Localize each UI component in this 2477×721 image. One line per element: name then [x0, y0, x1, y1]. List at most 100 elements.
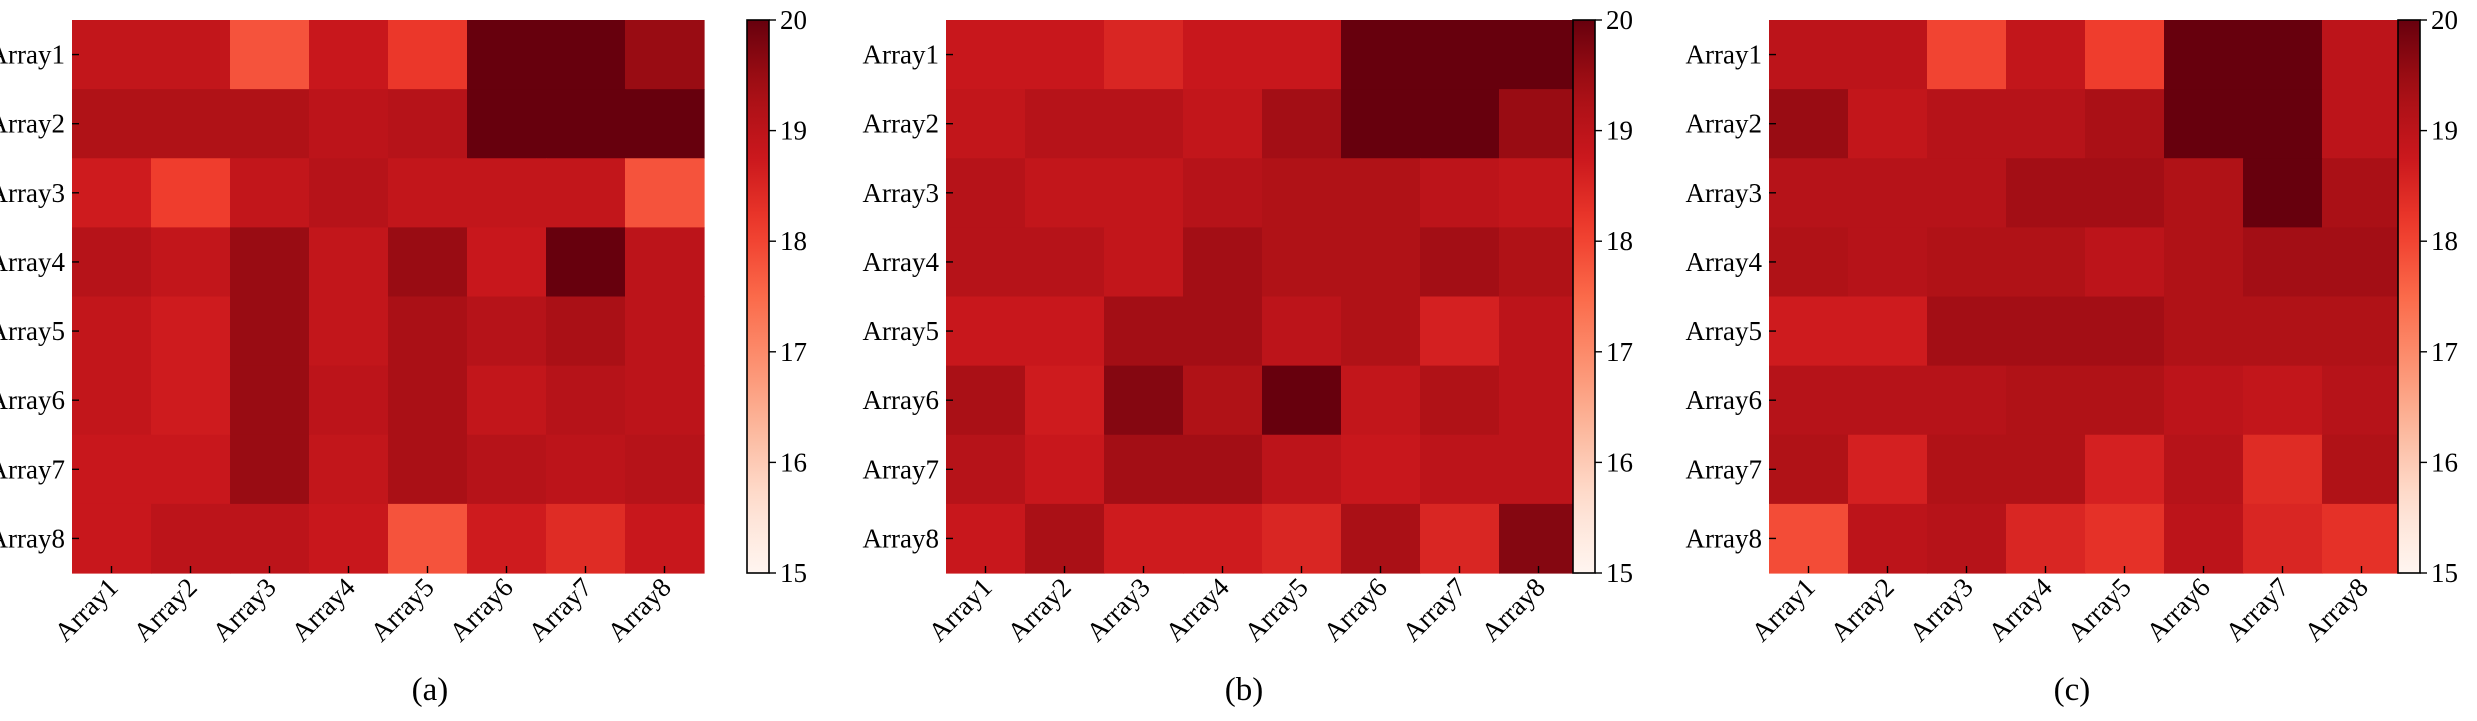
heatmap-cell — [2322, 296, 2402, 367]
heatmap-cell — [309, 296, 389, 367]
heatmap-cell — [1420, 296, 1500, 367]
heatmap-cell — [625, 89, 705, 159]
heatmap-cell — [1341, 434, 1421, 505]
colorbar-tick-label: 16 — [2431, 447, 2458, 477]
heatmap-cell — [2085, 89, 2165, 159]
colorbar-tick-label: 16 — [1606, 447, 1633, 477]
heatmap-cell — [1104, 434, 1184, 505]
heatmap-cell — [72, 503, 152, 574]
heatmap-cell — [1262, 296, 1342, 367]
heatmap-cell — [1183, 365, 1263, 436]
heatmap-cell — [1025, 365, 1105, 436]
colorbar-tick-label: 20 — [2431, 5, 2458, 35]
heatmap-cell — [467, 158, 547, 228]
y-tick-label: Array5 — [1686, 316, 1762, 346]
y-tick-label: Array4 — [0, 247, 65, 277]
heatmap-cell — [1183, 227, 1263, 298]
heatmap-cell — [1420, 503, 1500, 574]
heatmap-panel: Array1Array2Array3Array4Array5Array6Arra… — [0, 5, 807, 708]
heatmap-cell — [2164, 434, 2244, 505]
heatmap-cell — [388, 434, 468, 505]
heatmap-cell — [1183, 503, 1263, 574]
colorbar-frame — [1572, 19, 1596, 574]
heatmap-cell — [230, 296, 310, 367]
x-tick-label: Array5 — [2061, 572, 2136, 647]
heatmap-cell — [1499, 89, 1579, 159]
y-tick-label: Array2 — [863, 109, 939, 139]
heatmap-cell — [151, 158, 231, 228]
colorbar-tick-label: 19 — [780, 116, 807, 146]
heatmap-cell — [1499, 20, 1579, 90]
heatmap-cell — [2085, 296, 2165, 367]
heatmap-cell — [2243, 434, 2323, 505]
heatmap-cell — [2243, 296, 2323, 367]
heatmap-cell — [72, 365, 152, 436]
heatmap-cell — [2243, 158, 2323, 228]
heatmap-cell — [2243, 503, 2323, 574]
colorbar-tick-label: 20 — [780, 5, 807, 35]
colorbar-tick-label: 18 — [2431, 226, 2458, 256]
x-tick-label: Array6 — [443, 572, 518, 647]
heatmap-cell — [467, 296, 547, 367]
heatmap-cell — [388, 158, 468, 228]
heatmap-cell — [230, 158, 310, 228]
heatmap-cell — [309, 158, 389, 228]
heatmap-cell — [388, 296, 468, 367]
heatmap-cell — [388, 227, 468, 298]
heatmap-cell — [1927, 365, 2007, 436]
heatmap-cell — [1848, 365, 1928, 436]
y-tick-label: Array7 — [1686, 454, 1762, 484]
heatmap-cell — [1769, 503, 1849, 574]
heatmap-cell — [1025, 20, 1105, 90]
heatmap-cell — [1927, 227, 2007, 298]
colorbar-frame — [2397, 19, 2421, 574]
x-tick-label: Array8 — [1475, 572, 1550, 647]
heatmap-cell — [2006, 227, 2086, 298]
x-tick-label: Array8 — [601, 572, 676, 647]
heatmap-cell — [625, 296, 705, 367]
heatmap-cell — [946, 365, 1026, 436]
heatmap-cell — [1420, 89, 1500, 159]
heatmap-cell — [625, 227, 705, 298]
heatmap-cell — [546, 434, 626, 505]
heatmap-cell — [2006, 158, 2086, 228]
y-tick-label: Array1 — [1686, 40, 1762, 70]
heatmap-cell — [230, 227, 310, 298]
colorbar-tick-label: 18 — [1606, 226, 1633, 256]
x-tick-label: Array3 — [206, 572, 281, 647]
heatmap-cell — [546, 503, 626, 574]
heatmap-cell — [1769, 158, 1849, 228]
heatmap-cell — [2243, 365, 2323, 436]
heatmap-cell — [309, 89, 389, 159]
y-tick-label: Array8 — [863, 523, 939, 553]
heatmap-cell — [388, 365, 468, 436]
y-tick-label: Array6 — [0, 385, 65, 415]
heatmap-cell — [2006, 20, 2086, 90]
heatmap-cell — [1262, 503, 1342, 574]
heatmap-cell — [230, 503, 310, 574]
heatmap-cell — [1104, 227, 1184, 298]
heatmap-cell — [1341, 89, 1421, 159]
heatmap-cell — [946, 227, 1026, 298]
heatmap-cell — [309, 503, 389, 574]
heatmap-cell — [72, 434, 152, 505]
heatmap-cell — [1927, 20, 2007, 90]
panel-caption: (c) — [2054, 672, 2091, 708]
heatmap-cell — [1848, 434, 1928, 505]
heatmap-cell — [2322, 89, 2402, 159]
heatmap-cell — [2006, 503, 2086, 574]
heatmap-cell — [1927, 296, 2007, 367]
y-tick-label: Array8 — [1686, 523, 1762, 553]
heatmap-cell — [1341, 296, 1421, 367]
panel-caption: (a) — [412, 672, 449, 708]
y-tick-label: Array2 — [1686, 109, 1762, 139]
heatmap-cell — [1025, 503, 1105, 574]
heatmap-cell — [1104, 296, 1184, 367]
heatmap-panel: Array1Array2Array3Array4Array5Array6Arra… — [1686, 5, 2458, 708]
y-tick-label: Array1 — [0, 40, 65, 70]
heatmap-cell — [1104, 20, 1184, 90]
heatmap-cell — [1848, 227, 1928, 298]
heatmap-cell — [1183, 434, 1263, 505]
heatmap-cell — [1848, 89, 1928, 159]
heatmap-cell — [625, 20, 705, 90]
